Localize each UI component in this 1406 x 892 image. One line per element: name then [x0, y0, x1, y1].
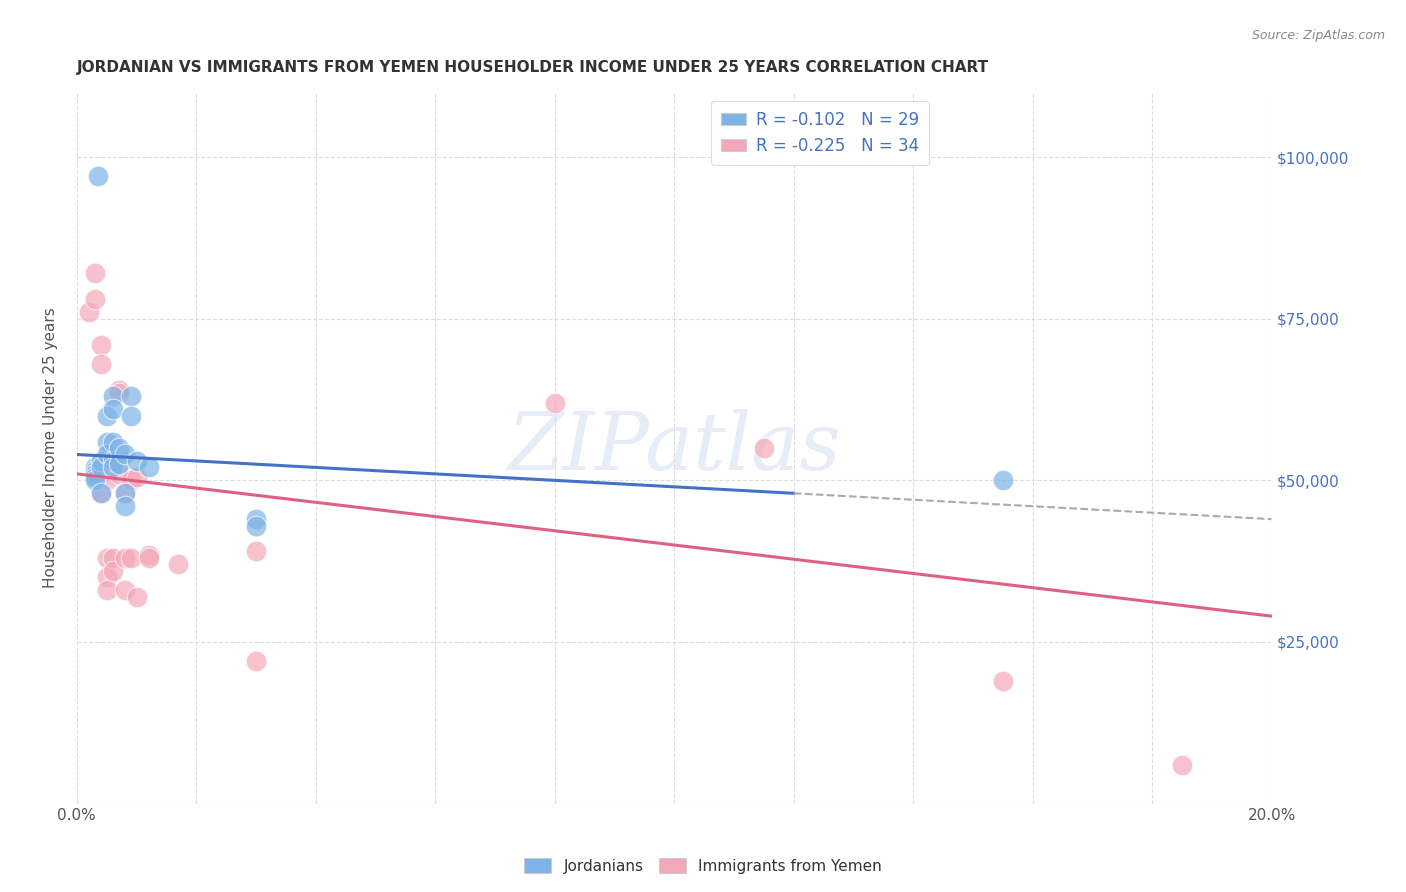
Point: [101, 550, 124, 565]
Point: [87, 169, 110, 184]
Point: [114, 486, 136, 500]
Point: [83, 464, 105, 478]
Point: [245, 512, 267, 526]
Point: [96, 583, 118, 598]
Point: [90, 454, 112, 468]
Point: [125, 590, 148, 604]
Point: [107, 386, 129, 401]
Point: [101, 402, 124, 417]
Point: [114, 500, 136, 514]
Point: [96, 550, 118, 565]
Legend: Jordanians, Immigrants from Yemen: Jordanians, Immigrants from Yemen: [517, 852, 889, 880]
Point: [1171, 757, 1194, 772]
Point: [83, 470, 105, 484]
Point: [83, 474, 105, 488]
Point: [83, 467, 105, 481]
Point: [107, 383, 129, 397]
Point: [101, 460, 124, 475]
Point: [120, 474, 142, 488]
Point: [90, 357, 112, 371]
Point: [96, 448, 118, 462]
Y-axis label: Householder Income Under 25 years: Householder Income Under 25 years: [44, 308, 58, 589]
Point: [991, 474, 1014, 488]
Point: [101, 460, 124, 475]
Text: JORDANIAN VS IMMIGRANTS FROM YEMEN HOUSEHOLDER INCOME UNDER 25 YEARS CORRELATION: JORDANIAN VS IMMIGRANTS FROM YEMEN HOUSE…: [77, 60, 988, 75]
Point: [114, 550, 136, 565]
Point: [245, 518, 267, 533]
Point: [77, 305, 100, 319]
Text: ZIPatlas: ZIPatlas: [508, 409, 841, 487]
Point: [107, 457, 129, 471]
Point: [991, 673, 1014, 688]
Point: [544, 396, 567, 410]
Point: [96, 570, 118, 584]
Point: [101, 434, 124, 449]
Point: [138, 548, 160, 562]
Point: [120, 409, 142, 423]
Legend: R = -0.102   N = 29, R = -0.225   N = 34: R = -0.102 N = 29, R = -0.225 N = 34: [710, 101, 929, 165]
Point: [83, 293, 105, 307]
Point: [90, 337, 112, 351]
Point: [107, 441, 129, 455]
Point: [96, 409, 118, 423]
Point: [245, 654, 267, 668]
Point: [125, 454, 148, 468]
Point: [114, 486, 136, 500]
Point: [96, 434, 118, 449]
Point: [114, 583, 136, 598]
Point: [90, 486, 112, 500]
Point: [96, 474, 118, 488]
Point: [120, 550, 142, 565]
Point: [245, 544, 267, 558]
Point: [101, 564, 124, 578]
Point: [120, 389, 142, 403]
Point: [90, 486, 112, 500]
Point: [138, 460, 160, 475]
Point: [114, 448, 136, 462]
Point: [125, 470, 148, 484]
Point: [96, 464, 118, 478]
Text: Source: ZipAtlas.com: Source: ZipAtlas.com: [1251, 29, 1385, 42]
Point: [101, 389, 124, 403]
Point: [167, 558, 190, 572]
Point: [107, 467, 129, 481]
Point: [101, 454, 124, 468]
Point: [83, 460, 105, 475]
Point: [107, 460, 129, 475]
Point: [83, 267, 105, 281]
Point: [752, 441, 775, 455]
Point: [138, 550, 160, 565]
Point: [90, 460, 112, 475]
